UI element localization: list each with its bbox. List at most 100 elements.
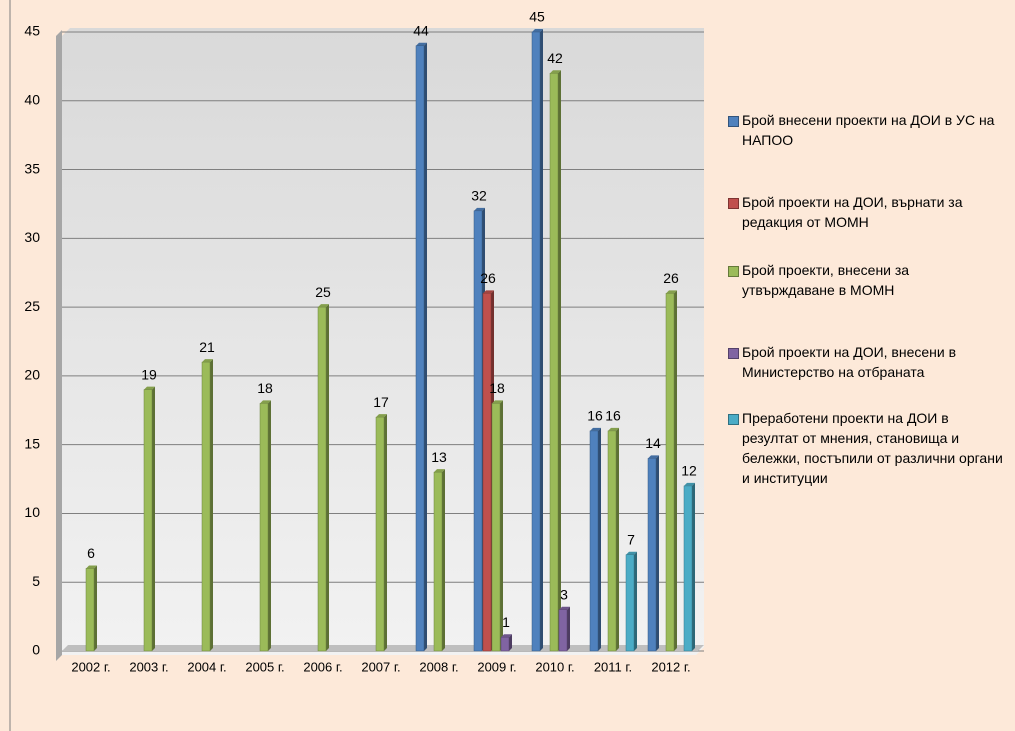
legend-entry: Брой внесени проекти на ДОИ в УС на НАПО… [728, 110, 1003, 150]
data-label: 26 [663, 270, 679, 286]
bar-top [559, 606, 570, 610]
data-label: 18 [489, 380, 505, 396]
bar-side [540, 29, 543, 651]
legend-swatch [728, 348, 739, 359]
legend-entry: Брой проекти на ДОИ, внесени в Министерс… [728, 342, 1003, 382]
data-label: 16 [587, 408, 603, 424]
bar-top [492, 400, 503, 404]
legend-swatch [728, 414, 739, 425]
bar-top [202, 359, 213, 363]
bar-top [260, 400, 271, 404]
bar-top [483, 290, 494, 294]
bar [375, 416, 385, 652]
x-tick-label: 2005 г. [245, 659, 284, 674]
side-wall [56, 30, 62, 661]
data-label: 18 [257, 380, 273, 396]
data-label: 17 [373, 394, 389, 410]
bar-top [501, 634, 512, 638]
legend-swatch [728, 116, 739, 127]
data-label: 13 [431, 449, 447, 465]
y-tick-label: 10 [24, 504, 40, 520]
bar-top [416, 42, 427, 46]
bar [143, 389, 153, 652]
y-tick-label: 5 [32, 573, 40, 589]
data-label: 42 [547, 50, 563, 66]
legend-label: Брой проекти на ДОИ, върнати за редакция… [742, 194, 963, 230]
x-tick-label: 2003 г. [129, 659, 168, 674]
data-label: 19 [141, 366, 157, 382]
bar-side [616, 427, 619, 651]
data-label: 32 [471, 188, 487, 204]
bar-side [634, 551, 637, 651]
bar [85, 568, 95, 652]
bar-top [608, 427, 619, 431]
bar-side [598, 427, 601, 651]
data-label: 16 [605, 408, 621, 424]
data-label: 3 [560, 586, 568, 602]
x-tick-label: 2008 г. [419, 659, 458, 674]
bar [201, 361, 211, 652]
bar [259, 403, 269, 652]
bar-side [500, 400, 503, 651]
bar-top [626, 551, 637, 555]
legend: Брой внесени проекти на ДОИ в УС на НАПО… [728, 110, 1003, 488]
bar-top [144, 386, 155, 390]
legend-swatch [728, 198, 739, 209]
data-label: 6 [87, 545, 95, 561]
bar [473, 210, 483, 652]
bar [683, 485, 693, 652]
bar [665, 293, 675, 652]
y-tick-label: 40 [24, 91, 40, 107]
bar-top [474, 207, 485, 211]
x-tick-label: 2009 г. [477, 659, 516, 674]
bar-side [210, 359, 213, 651]
bar-side [326, 304, 329, 651]
bar-top [648, 455, 659, 459]
data-label: 7 [627, 531, 635, 547]
y-tick-label: 20 [24, 367, 40, 383]
bar-side [442, 469, 445, 651]
y-tick-label: 35 [24, 160, 40, 176]
legend-swatch [728, 266, 739, 277]
bar-top [684, 482, 695, 486]
bar-side [692, 482, 695, 651]
y-tick-label: 25 [24, 298, 40, 314]
x-tick-label: 2002 г. [71, 659, 110, 674]
bar-side [567, 606, 570, 651]
plot-area [62, 28, 704, 655]
legend-entry: Брой проекти, внесени за утвърждаване в … [728, 260, 1003, 300]
bar [500, 636, 510, 652]
bar-top [376, 414, 387, 418]
y-tick-label: 15 [24, 435, 40, 451]
legend-entry: Преработени проекти на ДОИ в резултат от… [728, 408, 1003, 488]
data-label: 12 [681, 463, 697, 479]
x-tick-label: 2011 г. [594, 659, 632, 674]
bar [558, 609, 568, 652]
bar [607, 430, 617, 652]
bar [317, 306, 327, 652]
legend-label: Брой проекти, внесени за утвърждаване в … [742, 262, 910, 298]
data-label: 21 [199, 339, 215, 355]
data-label: 45 [529, 9, 545, 25]
x-tick-label: 2004 г. [187, 659, 226, 674]
x-tick-label: 2007 г. [361, 659, 400, 674]
bar-top [86, 565, 97, 569]
bar-side [558, 70, 561, 652]
bar-side [674, 290, 677, 651]
bar [433, 471, 443, 652]
bar [647, 458, 657, 652]
data-label: 14 [645, 435, 661, 451]
bar-side [94, 565, 97, 651]
bar-side [509, 634, 512, 651]
bar [491, 403, 501, 652]
bar-top [590, 427, 601, 431]
bar [415, 45, 425, 652]
x-tick-label: 2010 г. [535, 659, 574, 674]
bar-top [550, 70, 561, 74]
bar [625, 554, 635, 652]
y-tick-label: 45 [24, 23, 40, 39]
y-tick-label: 0 [32, 642, 40, 658]
x-tick-label: 2012 г. [651, 659, 690, 674]
bar [549, 73, 559, 652]
